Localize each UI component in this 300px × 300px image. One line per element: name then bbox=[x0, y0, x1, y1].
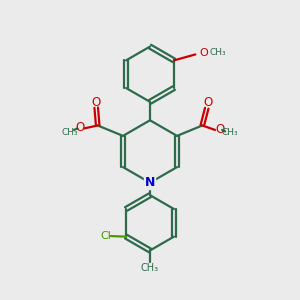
Text: O: O bbox=[92, 96, 101, 109]
Text: CH₃: CH₃ bbox=[141, 263, 159, 273]
Text: CH₃: CH₃ bbox=[210, 49, 226, 58]
Text: CH₃: CH₃ bbox=[222, 128, 238, 137]
Text: O: O bbox=[76, 122, 85, 134]
Text: O: O bbox=[215, 123, 224, 136]
Text: O: O bbox=[199, 48, 208, 58]
Text: N: N bbox=[145, 176, 155, 189]
Text: O: O bbox=[204, 96, 213, 110]
Text: CH₃: CH₃ bbox=[62, 128, 78, 136]
Text: Cl: Cl bbox=[101, 231, 112, 241]
